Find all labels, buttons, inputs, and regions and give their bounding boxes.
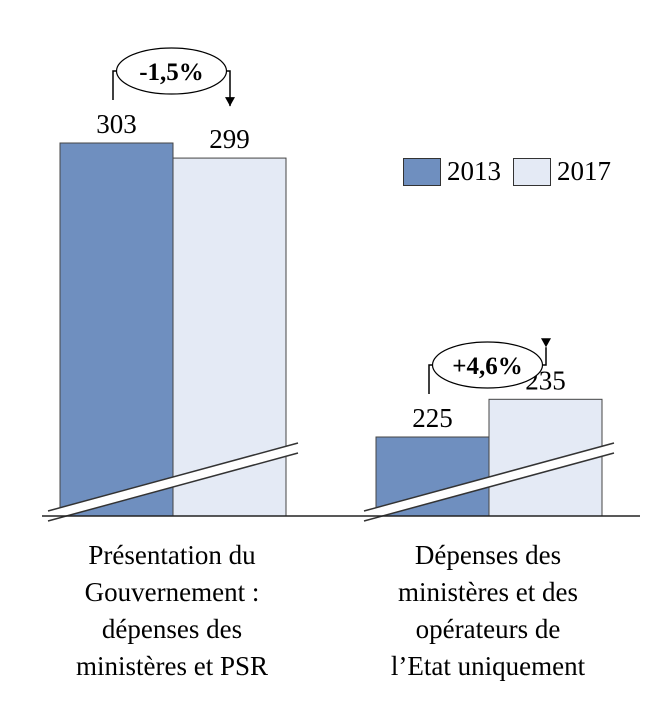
axis-break-line-bottom-1 [47,452,299,522]
annotation-arrow-2 [541,338,551,348]
growth-annotation-1: -1,5% [112,47,235,107]
legend-label-2017: 2017 [557,156,611,186]
growth-annotation-2: +4,6% [428,338,551,394]
data-label-2013-1: 303 [96,109,137,139]
data-label-2017-1: 299 [209,124,250,154]
data-label-2013-2: 225 [412,403,453,433]
annotation-arrow-1 [225,97,235,107]
legend-item-2013: 2013 [403,156,501,187]
legend: 2013 2017 [403,156,623,187]
axis-break-band-2 [364,443,614,521]
annotation-text-2: +4,6% [452,353,523,380]
axis-break-line-top-2 [363,442,615,512]
legend-swatch-2013 [403,157,441,186]
legend-item-2017: 2017 [513,156,611,187]
category-label-1: Présentation du Gouvernement : dépenses … [75,540,268,681]
annotation-ellipse-1 [115,47,228,95]
axis-break-line-top-1 [47,442,299,512]
annotation-ellipse-2 [431,341,544,389]
legend-swatch-2017 [513,157,551,186]
bar-2013-1 [59,142,174,517]
legend-label-2013: 2013 [447,156,501,186]
axis-break-band-1 [48,443,298,521]
axis-break-line-bottom-2 [363,452,615,522]
annotation-text-1: -1,5% [139,59,204,86]
category-label-2: Dépenses des ministères et des opérateur… [390,540,586,681]
